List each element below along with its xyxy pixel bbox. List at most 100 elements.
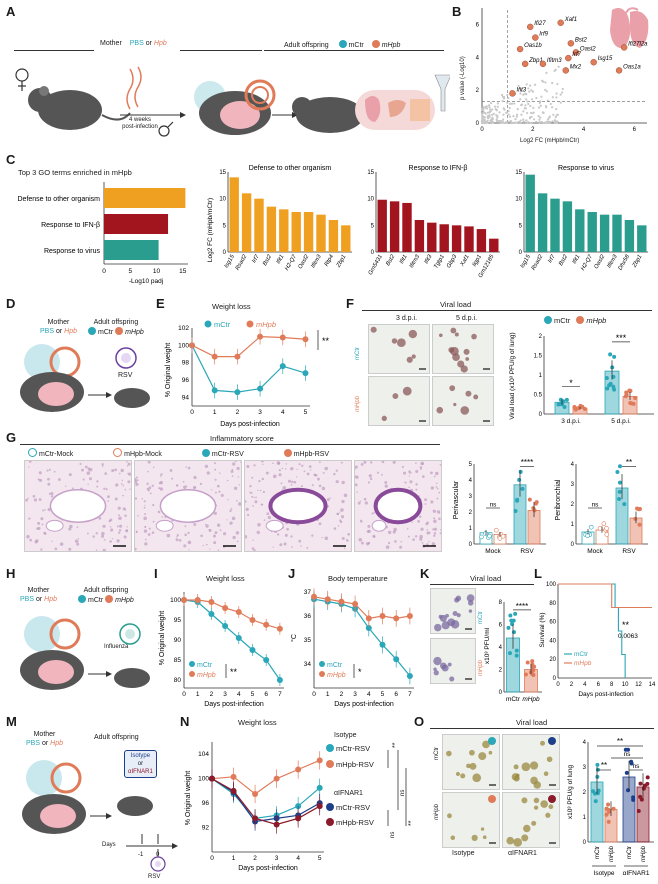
g-vasc-point (534, 500, 539, 505)
volcano-bg-point (530, 121, 533, 125)
i-y-tick: 95 (174, 617, 182, 624)
volcano-bg-point (486, 114, 489, 118)
volcano-bg-point (507, 113, 510, 116)
genes-gene-label: Oasl2 (298, 253, 311, 270)
volcano-bg-point (483, 111, 486, 114)
l-y-tick: 20 (549, 657, 556, 663)
plaque (548, 804, 554, 810)
k-divider (430, 584, 534, 585)
j-x-tick: 4 (367, 691, 371, 698)
plaque (543, 771, 549, 777)
divider-right (264, 50, 444, 51)
genes-chart-title: Defense to other organism (249, 165, 332, 172)
panel-label-i: I (154, 566, 158, 581)
histo-vessel (45, 519, 64, 532)
g-vasc-y-tick: 2 (469, 510, 473, 516)
histo-cell (283, 542, 287, 546)
n-series-line (211, 778, 321, 820)
histo-cell (357, 501, 361, 505)
e-point (234, 389, 241, 396)
lung-icon (365, 96, 381, 122)
or-label: or (145, 40, 152, 47)
j-y-tick: 35 (304, 637, 312, 644)
volcano-bg-point (555, 121, 558, 124)
j-point (393, 656, 400, 663)
plaque (449, 676, 455, 682)
volcano-bg-point (484, 121, 488, 125)
n-ns-1: ns (400, 789, 406, 796)
genes-bar (229, 177, 239, 252)
histo-cell (128, 472, 131, 476)
volcano-bg-point (501, 118, 505, 121)
histo-cell (426, 529, 429, 531)
genes-y-tick: 10 (219, 197, 226, 203)
histo-cell (86, 532, 89, 535)
genes-bar (279, 209, 289, 252)
histo-cell (430, 471, 433, 475)
plaque (457, 360, 465, 368)
o-sig-c: ** (617, 737, 623, 746)
l-y-tick: 40 (549, 638, 556, 644)
histo-cell (226, 479, 229, 482)
l-x-tick: 10 (622, 682, 629, 688)
plaque (438, 614, 443, 619)
o-title: Viral load (516, 718, 548, 727)
genes-bar (303, 212, 314, 252)
histo-cell (120, 483, 123, 485)
histo-cell (129, 488, 131, 490)
plaque (434, 623, 442, 632)
genes-bar (377, 199, 387, 252)
genes-gene-label: Tgtp1 (433, 254, 446, 270)
histo-cell (234, 461, 237, 463)
histo-cell (161, 515, 163, 518)
l-x-tick: 12 (635, 682, 642, 688)
histo-cell (46, 469, 49, 472)
genes-bar (562, 201, 573, 252)
e-y-tick: 102 (178, 325, 189, 332)
plaque (529, 761, 539, 770)
genes-bar (328, 220, 339, 252)
histo-cell (340, 508, 344, 512)
volcano-bg-point (551, 81, 554, 85)
histo-cell (176, 534, 179, 537)
histo-cell (346, 538, 348, 541)
g-legend-mctr-rsv: mCtr-RSV (211, 451, 244, 458)
histo-cell (408, 486, 410, 489)
histo-cell (339, 511, 341, 513)
histo-cell (54, 547, 58, 551)
n-x-tick: 4 (296, 855, 300, 862)
histo-cell (88, 467, 93, 472)
histo-cell (40, 517, 44, 521)
go-bar (104, 240, 159, 260)
genes-gene-label: Ifitm3 (606, 253, 619, 269)
volcano-bg-point (540, 120, 544, 124)
histo-cell (253, 496, 255, 499)
histo-cell (116, 539, 120, 543)
g-legend-mctr-rsv-icon (201, 449, 210, 457)
e-x-tick: 4 (281, 409, 285, 416)
histo-cell (183, 485, 187, 490)
genes-gene-label: Ifitm3 (310, 253, 323, 269)
o-group-label: mCtr (627, 846, 633, 859)
h-offspring-label: Adult offspring (83, 587, 129, 594)
histo-cell (279, 543, 283, 547)
l-ylabel: Survival (%) (539, 612, 546, 647)
histo-cell (372, 534, 376, 538)
histo-cell (187, 531, 190, 534)
j-point (338, 598, 345, 605)
genes-bar (254, 198, 264, 252)
n-legend-4-icon (326, 818, 334, 826)
histo-cell (104, 472, 108, 475)
genes-bar (489, 238, 499, 252)
genes-y-tick: 0 (223, 250, 227, 256)
volcano-plot: 0 2 4 6 0 2 4 6 Ifi27 Xaf1 Irf9 Bst2 Ifi27l2a Oas1b Oa… (476, 7, 649, 133)
genes-y-tick: 5 (223, 223, 227, 229)
histo-cell (184, 525, 187, 528)
i-point (235, 635, 242, 641)
histo-cell (121, 479, 124, 482)
g-bronch-y-tick: 2 (571, 502, 575, 508)
plaque (447, 662, 452, 667)
histo-cell (258, 480, 261, 483)
o-point (593, 799, 598, 804)
f-row1: mCtr (355, 347, 361, 360)
